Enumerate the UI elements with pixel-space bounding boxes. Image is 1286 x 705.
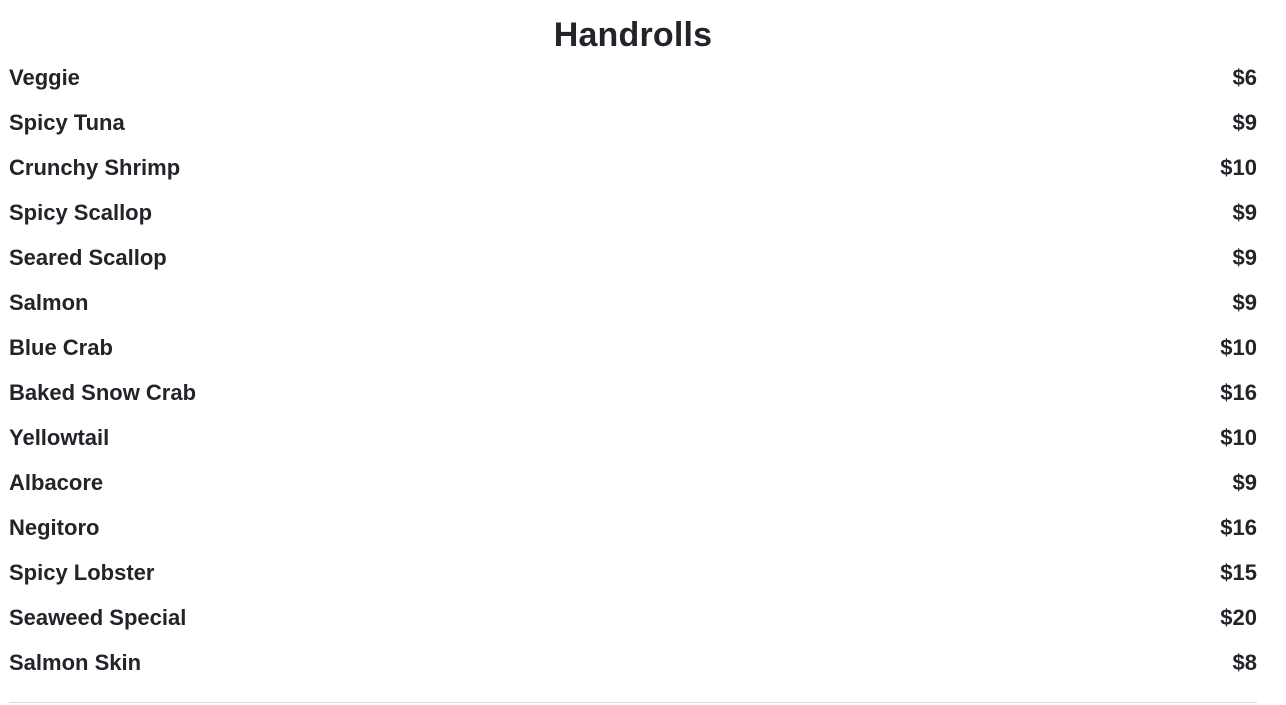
menu-item: Spicy Tuna $9 (9, 100, 1257, 145)
menu-item-price: $9 (1232, 109, 1257, 135)
menu-item: Crunchy Shrimp $10 (9, 145, 1257, 190)
menu-item-name: Salmon Skin (9, 649, 142, 675)
menu-item-price: $10 (1220, 154, 1257, 180)
section-title: Handrolls (553, 16, 713, 54)
menu-item: Baked Snow Crab $16 (9, 370, 1257, 415)
menu-item-name: Blue Crab (9, 334, 113, 360)
menu-item: Albacore $9 (9, 460, 1257, 505)
menu-item-price: $16 (1220, 514, 1257, 540)
menu-item-price: $8 (1232, 649, 1257, 675)
menu-item-price: $20 (1220, 604, 1257, 630)
menu-item-name: Spicy Lobster (9, 559, 155, 585)
menu-item-name: Salmon (9, 289, 89, 315)
menu-item-list: Veggie $6 Spicy Tuna $9 Crunchy Shrimp $… (9, 55, 1257, 685)
menu-item-price: $9 (1232, 244, 1257, 270)
menu-item-name: Negitoro (9, 514, 100, 540)
menu-item-name: Veggie (9, 64, 80, 90)
menu-item-price: $9 (1232, 289, 1257, 315)
menu-item-price: $10 (1220, 424, 1257, 450)
menu-item-price: $9 (1232, 469, 1257, 495)
menu-item-price: $10 (1220, 334, 1257, 360)
menu-item-name: Crunchy Shrimp (9, 154, 181, 180)
menu-item: Salmon Skin $8 (9, 640, 1257, 685)
menu-item-name: Seared Scallop (9, 244, 167, 270)
menu-item: Salmon $9 (9, 280, 1257, 325)
menu-item: Yellowtail $10 (9, 415, 1257, 460)
section-divider (9, 702, 1257, 703)
menu-item: Negitoro $16 (9, 505, 1257, 550)
menu-item-name: Baked Snow Crab (9, 379, 197, 405)
menu-item-price: $16 (1220, 379, 1257, 405)
menu-item: Blue Crab $10 (9, 325, 1257, 370)
menu-item: Seaweed Special $20 (9, 595, 1257, 640)
menu-item-price: $15 (1220, 559, 1257, 585)
menu-item: Spicy Scallop $9 (9, 190, 1257, 235)
menu-item-name: Seaweed Special (9, 604, 187, 630)
menu-item-price: $9 (1232, 199, 1257, 225)
menu-item-price: $6 (1232, 64, 1257, 90)
menu-item: Veggie $6 (9, 55, 1257, 100)
menu-item-name: Spicy Tuna (9, 109, 125, 135)
menu-item: Seared Scallop $9 (9, 235, 1257, 280)
menu-item-name: Spicy Scallop (9, 199, 153, 225)
menu-item-name: Yellowtail (9, 424, 110, 450)
menu-item: Spicy Lobster $15 (9, 550, 1257, 595)
menu-section-handrolls: Handrolls Veggie $6 Spicy Tuna $9 Crunch… (9, 0, 1257, 685)
menu-item-name: Albacore (9, 469, 104, 495)
